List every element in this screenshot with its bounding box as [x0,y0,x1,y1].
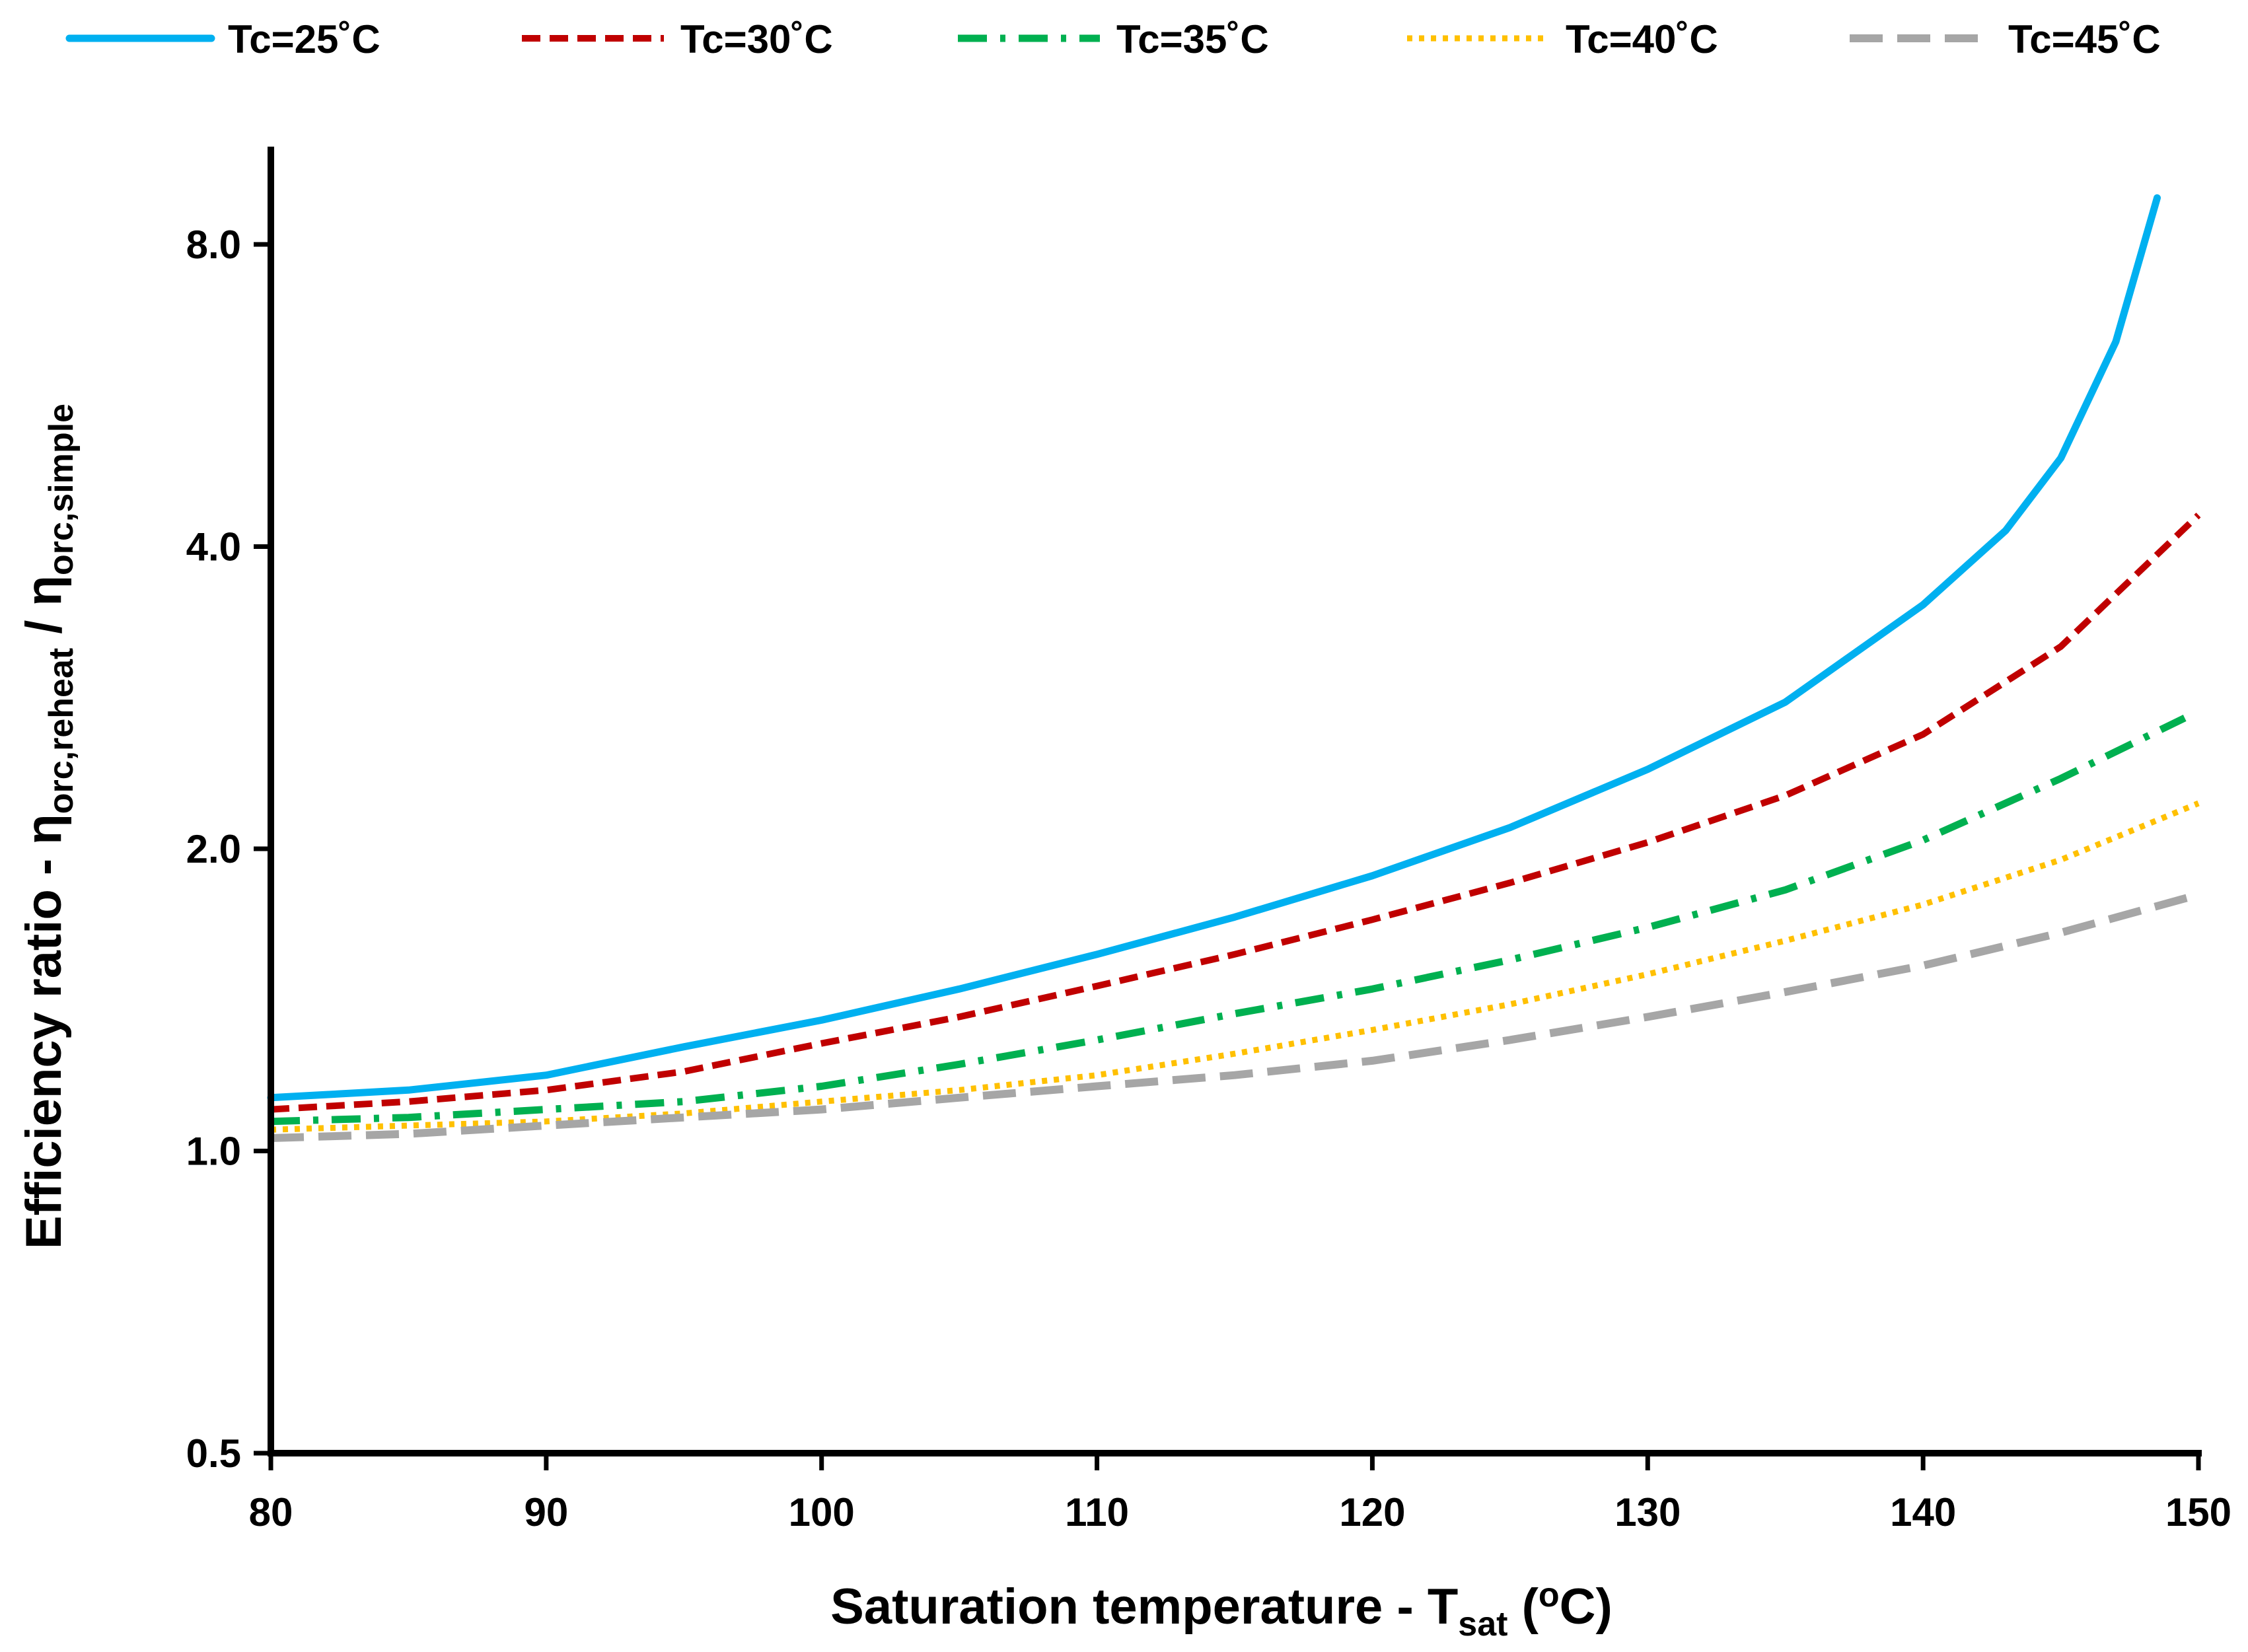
legend-label-5: Tc=45˚C [2008,17,2161,61]
y-axis-title-sub2: orc,simple [42,404,81,575]
x-axis-title-open: ( [1507,1579,1539,1635]
x-ticks: 80 90 100 110 120 130 140 150 [249,1453,2231,1534]
y-axis-title-main: Efficiency ratio - η [16,814,72,1249]
x-axis-title-sub: sat [1458,1605,1507,1643]
x-tick-label: 100 [789,1490,855,1534]
legend-label-3: Tc=35˚C [1116,17,1269,61]
y-tick-label: 0.5 [186,1431,241,1476]
legend: Tc=25˚C Tc=30˚C Tc=35˚C Tc=40˚C Tc=45˚C [65,17,2161,61]
x-axis-title-main: Saturation temperature - T [830,1579,1458,1635]
axes [268,147,2202,1456]
x-axis-title-sup: o [1539,1576,1560,1614]
legend-label-4: Tc=40˚C [1566,17,1718,61]
series-line-5 [270,890,2200,1142]
y-ticks: 0.5 1.0 2.0 4.0 8.0 [186,223,271,1476]
y-tick-label: 2.0 [186,827,241,871]
series-line-3 [270,714,2187,1126]
plot-series [267,194,2201,1142]
legend-label-1: Tc=25˚C [228,17,381,61]
x-tick-label: 130 [1614,1490,1681,1534]
series-line-2 [270,513,2201,1113]
x-tick-label: 120 [1339,1490,1405,1534]
x-tick-label: 150 [2165,1490,2231,1534]
x-axis-title: Saturation temperature - Tsat (oC) [830,1576,1613,1643]
x-axis-title-close: C) [1560,1579,1613,1635]
x-tick-label: 110 [1065,1490,1129,1534]
series-line-1 [267,194,2161,1102]
y-tick-label: 8.0 [186,223,241,267]
series-line-4 [270,800,2200,1133]
legend-label-2: Tc=30˚C [680,17,833,61]
y-axis-title-mid: / η [16,575,72,648]
x-tick-label: 140 [1890,1490,1956,1534]
y-tick-label: 4.0 [186,525,241,569]
x-tick-label: 80 [249,1490,293,1534]
y-axis-title-sub1: orc,reheat [42,648,81,814]
y-axis-title: Efficiency ratio - ηorc,reheat / ηorc,si… [16,404,81,1249]
y-tick-label: 1.0 [186,1130,241,1174]
x-tick-label: 90 [524,1490,568,1534]
